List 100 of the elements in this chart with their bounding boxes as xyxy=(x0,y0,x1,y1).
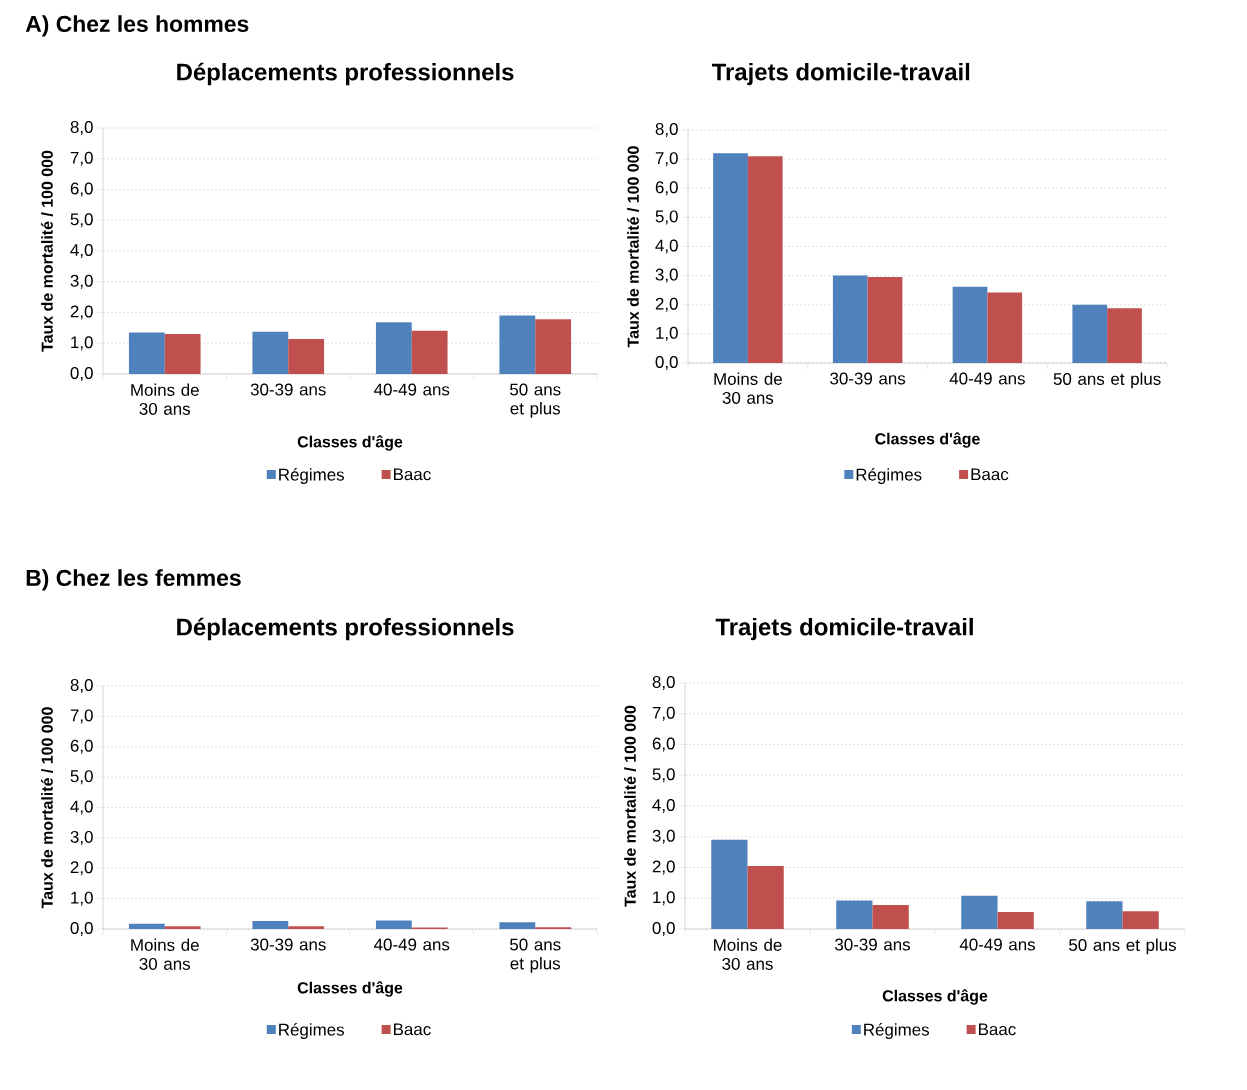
x-tick-label: 40-49 ans xyxy=(959,938,1036,951)
bar xyxy=(252,331,289,374)
y-tick-label: 4,0 xyxy=(655,239,678,254)
y-tick-label: 5,0 xyxy=(655,210,678,225)
chart-title: Trajets domicile-travail xyxy=(711,62,970,86)
bar xyxy=(288,926,325,930)
bar xyxy=(1107,308,1142,363)
x-axis-title: Classes d'âge xyxy=(297,981,403,997)
y-tick-label: 1,0 xyxy=(71,336,93,351)
y-tick-label: 8,0 xyxy=(652,676,675,691)
chart-title: Déplacements professionnels xyxy=(177,62,514,86)
y-tick-label: 4,0 xyxy=(652,799,675,814)
x-tick-label: Moins de 30 ans xyxy=(131,383,199,415)
bar xyxy=(867,277,903,363)
bar xyxy=(499,315,536,374)
bar xyxy=(952,286,988,363)
bar xyxy=(252,921,289,930)
y-tick-label: 7,0 xyxy=(652,706,675,721)
text: B) Chez les femmes xyxy=(26,569,241,591)
legend-label: Baac xyxy=(394,1023,431,1036)
legend-label: Régimes xyxy=(864,1023,930,1040)
y-axis-title: Taux de mortalité / 100 000 xyxy=(627,146,640,348)
legend-label: Régimes xyxy=(279,468,344,484)
x-axis-title: Classes d'âge xyxy=(875,432,980,448)
x-tick-label: 50 ans et plus xyxy=(510,938,561,973)
bar xyxy=(997,912,1034,929)
x-tick-label: Moins de 30 ans xyxy=(131,938,199,970)
legend-label: Baac xyxy=(979,1023,1016,1036)
y-tick-label: 5,0 xyxy=(652,768,675,783)
y-tick-label: 1,0 xyxy=(653,891,675,906)
bar xyxy=(1122,911,1159,929)
legend-label: Baac xyxy=(394,468,431,481)
bar xyxy=(713,153,748,363)
y-tick-label: 6,0 xyxy=(652,737,675,752)
y-tick-label: 2,0 xyxy=(70,861,93,876)
x-axis-title: Classes d'âge xyxy=(297,435,403,451)
x-tick-label: 40-49 ans xyxy=(374,938,450,951)
y-axis-title: Taux de mortalité / 100 000 xyxy=(41,707,53,909)
y-tick-label: 2,0 xyxy=(652,860,675,875)
y-tick-label: 6,0 xyxy=(70,739,93,754)
bar xyxy=(375,322,412,374)
bar xyxy=(128,332,165,374)
y-tick-label: 3,0 xyxy=(652,829,675,844)
text: A) Chez les hommes xyxy=(25,15,249,37)
x-tick-label: 50 ans et plus xyxy=(1069,938,1177,955)
y-tick-label: 2,0 xyxy=(655,297,678,312)
y-tick-label: 4,0 xyxy=(70,244,93,258)
bar xyxy=(872,905,909,929)
bar xyxy=(375,920,412,930)
y-tick-label: 3,0 xyxy=(655,268,678,283)
y-tick-label: 5,0 xyxy=(70,770,93,785)
bar xyxy=(987,292,1023,363)
x-tick-label: 30-39 ans xyxy=(250,938,326,951)
x-tick-label: 50 ans et plus xyxy=(510,383,561,418)
y-tick-label: 4,0 xyxy=(70,800,93,815)
bar xyxy=(499,922,536,930)
y-tick-label: 3,0 xyxy=(70,830,93,845)
bar xyxy=(288,338,325,374)
y-tick-label: 8,0 xyxy=(70,121,93,135)
y-tick-label: 0,0 xyxy=(70,922,93,937)
x-tick-label: 30-39 ans xyxy=(250,383,326,396)
y-tick-label: 3,0 xyxy=(70,274,93,289)
y-axis-title: Taux de mortalité / 100 000 xyxy=(41,150,53,352)
bar xyxy=(832,275,868,363)
y-tick-label: 8,0 xyxy=(70,679,93,694)
y-tick-label: 5,0 xyxy=(70,213,93,228)
y-tick-label: 8,0 xyxy=(655,123,678,137)
x-tick-label: 50 ans et plus xyxy=(1053,372,1161,389)
chart-title: Trajets domicile-travail xyxy=(715,617,973,641)
bar xyxy=(164,334,201,374)
bar xyxy=(535,319,572,374)
y-tick-label: 7,0 xyxy=(70,151,93,166)
bar xyxy=(1086,901,1123,929)
x-tick-label: Moins de 30 ans xyxy=(714,938,782,970)
bar xyxy=(747,156,783,363)
bar xyxy=(961,895,998,929)
y-tick-label: 7,0 xyxy=(655,152,678,167)
x-tick-label: Moins de 30 ans xyxy=(714,372,782,404)
x-tick-label: 40-49 ans xyxy=(374,383,450,396)
legend-label: Régimes xyxy=(856,468,922,484)
bar xyxy=(747,865,784,929)
y-tick-label: 0,0 xyxy=(70,367,93,381)
x-tick-label: 30-39 ans xyxy=(835,938,911,951)
y-tick-label: 1,0 xyxy=(656,326,678,341)
bar xyxy=(128,923,165,930)
legend-label: Baac xyxy=(971,468,1009,481)
y-tick-label: 0,0 xyxy=(655,356,678,370)
y-axis-title: Taux de mortalité / 100 000 xyxy=(624,705,637,907)
y-tick-label: 0,0 xyxy=(652,922,675,936)
y-tick-label: 6,0 xyxy=(655,181,678,196)
x-tick-label: 40-49 ans xyxy=(949,372,1025,385)
y-tick-label: 2,0 xyxy=(70,305,93,320)
legend-label: Régimes xyxy=(279,1023,344,1040)
chart-title: Déplacements professionnels xyxy=(177,617,514,641)
bar xyxy=(711,839,748,929)
y-tick-label: 1,0 xyxy=(71,891,93,906)
bar xyxy=(164,926,201,930)
y-tick-label: 6,0 xyxy=(70,182,93,197)
bar xyxy=(1072,304,1108,363)
x-axis-title: Classes d'âge xyxy=(882,989,988,1005)
